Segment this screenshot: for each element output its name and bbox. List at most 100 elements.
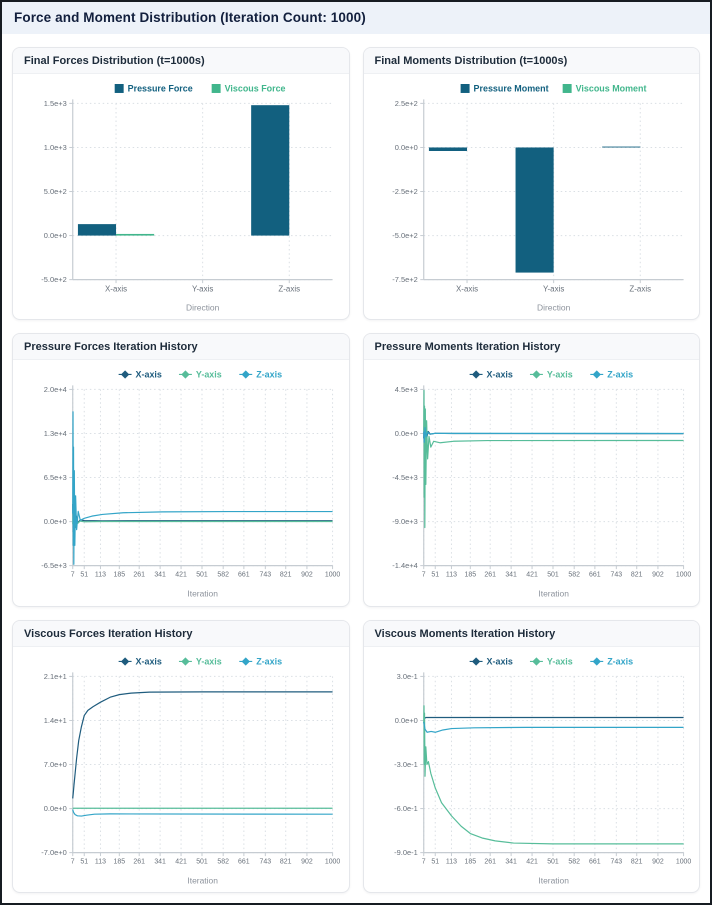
legend-item-x-axis[interactable]: X-axis: [469, 656, 512, 666]
svg-text:-7.0e+0: -7.0e+0: [41, 848, 67, 857]
bar-pressure-moment-z-axis[interactable]: [601, 146, 640, 148]
svg-text:113: 113: [95, 858, 106, 865]
svg-text:7.0e+0: 7.0e+0: [44, 760, 67, 769]
svg-text:-6.0e-1: -6.0e-1: [394, 804, 418, 813]
panel-title: Final Moments Distribution (t=1000s): [374, 55, 568, 67]
legend-line-marker-icon: [118, 370, 132, 380]
svg-text:5.0e+2: 5.0e+2: [44, 187, 67, 196]
panel-body: 3.0e-1 0.0e+0 -3.0e-1 -6.0e-1 -9.0e-1 7 51 113 1…: [364, 647, 700, 892]
svg-text:1.5e+3: 1.5e+3: [44, 99, 67, 108]
legend-item-z-axis[interactable]: Z-axis: [589, 370, 633, 380]
svg-text:501: 501: [547, 572, 559, 579]
svg-text:2.5e+2: 2.5e+2: [394, 99, 417, 108]
dashboard-header: Force and Moment Distribution (Iteration…: [2, 2, 710, 34]
legend-line-marker-icon: [239, 370, 253, 380]
legend-item-z-axis[interactable]: Z-axis: [239, 656, 282, 666]
legend-item-z-axis[interactable]: Z-axis: [239, 370, 282, 380]
final-moments-bar-chart[interactable]: 2.5e+2 0.0e+0 -2.5e+2 -5.0e+2 -7.5e+2 X-axis Y…: [364, 75, 700, 318]
svg-text:113: 113: [445, 858, 456, 865]
svg-text:821: 821: [630, 858, 642, 865]
svg-text:3.0e-1: 3.0e-1: [396, 672, 417, 681]
svg-text:185: 185: [114, 858, 126, 865]
legend-item-x-axis[interactable]: X-axis: [118, 656, 162, 666]
svg-text:Z-axis: Z-axis: [278, 285, 300, 294]
svg-text:Y-axis: Y-axis: [542, 285, 563, 294]
svg-text:743: 743: [260, 572, 272, 579]
panel-header: Final Forces Distribution (t=1000s): [13, 48, 349, 74]
legend-item-x-axis[interactable]: X-axis: [118, 370, 162, 380]
svg-text:7: 7: [421, 572, 425, 579]
panel-pressure-forces-history: Pressure Forces Iteration History 2.0e+4…: [12, 333, 350, 607]
panel-header: Viscous Moments Iteration History: [363, 620, 699, 647]
svg-text:-2.5e+2: -2.5e+2: [392, 187, 418, 196]
panel-title: Viscous Moments Iteration History: [374, 627, 556, 640]
svg-text:6.5e+3: 6.5e+3: [44, 474, 67, 483]
svg-text:Viscous Force: Viscous Force: [225, 84, 286, 94]
legend-item-y-axis[interactable]: Y-axis: [529, 656, 572, 666]
svg-text:X-axis: X-axis: [105, 285, 127, 294]
svg-text:421: 421: [175, 858, 187, 865]
series-x-axis: [422, 716, 684, 720]
svg-text:51: 51: [431, 572, 439, 579]
panel-final-moments-distribution: Final Moments Distribution (t=1000s) 2.5…: [362, 47, 700, 321]
svg-text:-9.0e-1: -9.0e-1: [394, 848, 418, 857]
series-x-axis: [422, 420, 684, 450]
pressure-moments-line-chart[interactable]: 4.5e+3 0.0e+0 -4.5e+3 -9.0e+3 -1.4e+47 51 113 1…: [364, 361, 700, 604]
panel-body: 2.5e+2 0.0e+0 -2.5e+2 -5.0e+2 -7.5e+2 X-axis Y…: [364, 74, 700, 319]
svg-text:1.4e+1: 1.4e+1: [44, 716, 67, 725]
svg-text:185: 185: [114, 572, 126, 579]
svg-text:Z-axis: Z-axis: [256, 656, 282, 666]
final-forces-bar-chart[interactable]: 1.5e+3 1.0e+3 5.0e+2 0.0e+0 -5.0e+2 X-axis Y-a…: [13, 75, 349, 318]
legend-line-marker-icon: [469, 370, 483, 380]
svg-text:185: 185: [464, 572, 476, 579]
legend-item-x-axis[interactable]: X-axis: [469, 370, 512, 380]
panel-body: 2.1e+1 1.4e+1 7.0e+0 0.0e+0 -7.0e+0 7 51 113 185…: [13, 647, 349, 892]
svg-text:Y-axis: Y-axis: [196, 370, 222, 380]
svg-text:743: 743: [610, 572, 622, 579]
svg-text:421: 421: [526, 858, 538, 865]
legend-item-pressure-force[interactable]: Pressure Force: [114, 84, 193, 94]
bar-pressure-force-x-axis[interactable]: [77, 224, 117, 236]
legend-item-pressure-moment[interactable]: Pressure Moment: [460, 84, 548, 94]
svg-text:Y-axis: Y-axis: [192, 285, 213, 294]
svg-text:661: 661: [589, 858, 601, 865]
svg-text:341: 341: [154, 572, 166, 579]
legend-swatch-icon: [211, 84, 221, 94]
panel-pressure-moments-history: Pressure Moments Iteration History 4.5e+…: [362, 333, 700, 607]
svg-text:Iteration: Iteration: [538, 875, 569, 885]
bar-pressure-moment-x-axis[interactable]: [428, 147, 467, 152]
panel-body: 2.0e+4 1.3e+4 6.5e+3 0.0e+0 -6.5e+3 7 51 113 185…: [13, 360, 349, 605]
svg-text:661: 661: [589, 572, 601, 579]
legend-item-y-axis[interactable]: Y-axis: [529, 370, 572, 380]
legend-item-z-axis[interactable]: Z-axis: [589, 656, 633, 666]
svg-text:0.0e+0: 0.0e+0: [44, 804, 67, 813]
svg-text:-5.0e+2: -5.0e+2: [41, 275, 67, 284]
legend-item-viscous-force[interactable]: Viscous Force: [211, 84, 286, 94]
viscous-forces-line-chart[interactable]: 2.1e+1 1.4e+1 7.0e+0 0.0e+0 -7.0e+0 7 51 113 185…: [13, 648, 349, 891]
bar-viscous-force-x-axis[interactable]: [116, 234, 155, 236]
legend-line-marker-icon: [589, 370, 603, 380]
panel-viscous-forces-history: Viscous Forces Iteration History 2.1e+1 1…: [12, 619, 350, 893]
legend-item-y-axis[interactable]: Y-axis: [178, 656, 222, 666]
series-z-axis: [72, 411, 333, 566]
bar-pressure-moment-y-axis[interactable]: [515, 147, 554, 273]
svg-text:501: 501: [196, 858, 208, 865]
svg-text:0.0e+0: 0.0e+0: [394, 430, 417, 439]
legend-item-viscous-moment[interactable]: Viscous Moment: [562, 84, 646, 94]
svg-text:1000: 1000: [325, 858, 341, 865]
svg-text:Iteration: Iteration: [538, 589, 569, 599]
svg-text:501: 501: [196, 572, 208, 579]
svg-text:2.1e+1: 2.1e+1: [44, 672, 67, 681]
svg-text:501: 501: [547, 858, 559, 865]
pressure-forces-line-chart[interactable]: 2.0e+4 1.3e+4 6.5e+3 0.0e+0 -6.5e+3 7 51 113 185…: [13, 361, 349, 604]
legend-line-marker-icon: [118, 657, 132, 666]
svg-text:Y-axis: Y-axis: [196, 656, 222, 666]
svg-text:902: 902: [652, 858, 664, 865]
svg-text:2.0e+4: 2.0e+4: [44, 385, 67, 394]
svg-text:-7.5e+2: -7.5e+2: [392, 275, 418, 284]
bar-pressure-force-z-axis[interactable]: [251, 105, 290, 236]
svg-text:Z-axis: Z-axis: [607, 656, 633, 666]
viscous-moments-line-chart[interactable]: 3.0e-1 0.0e+0 -3.0e-1 -6.0e-1 -9.0e-17 51 113 1…: [364, 648, 700, 891]
legend-item-y-axis[interactable]: Y-axis: [178, 370, 222, 380]
svg-text:821: 821: [280, 572, 292, 579]
